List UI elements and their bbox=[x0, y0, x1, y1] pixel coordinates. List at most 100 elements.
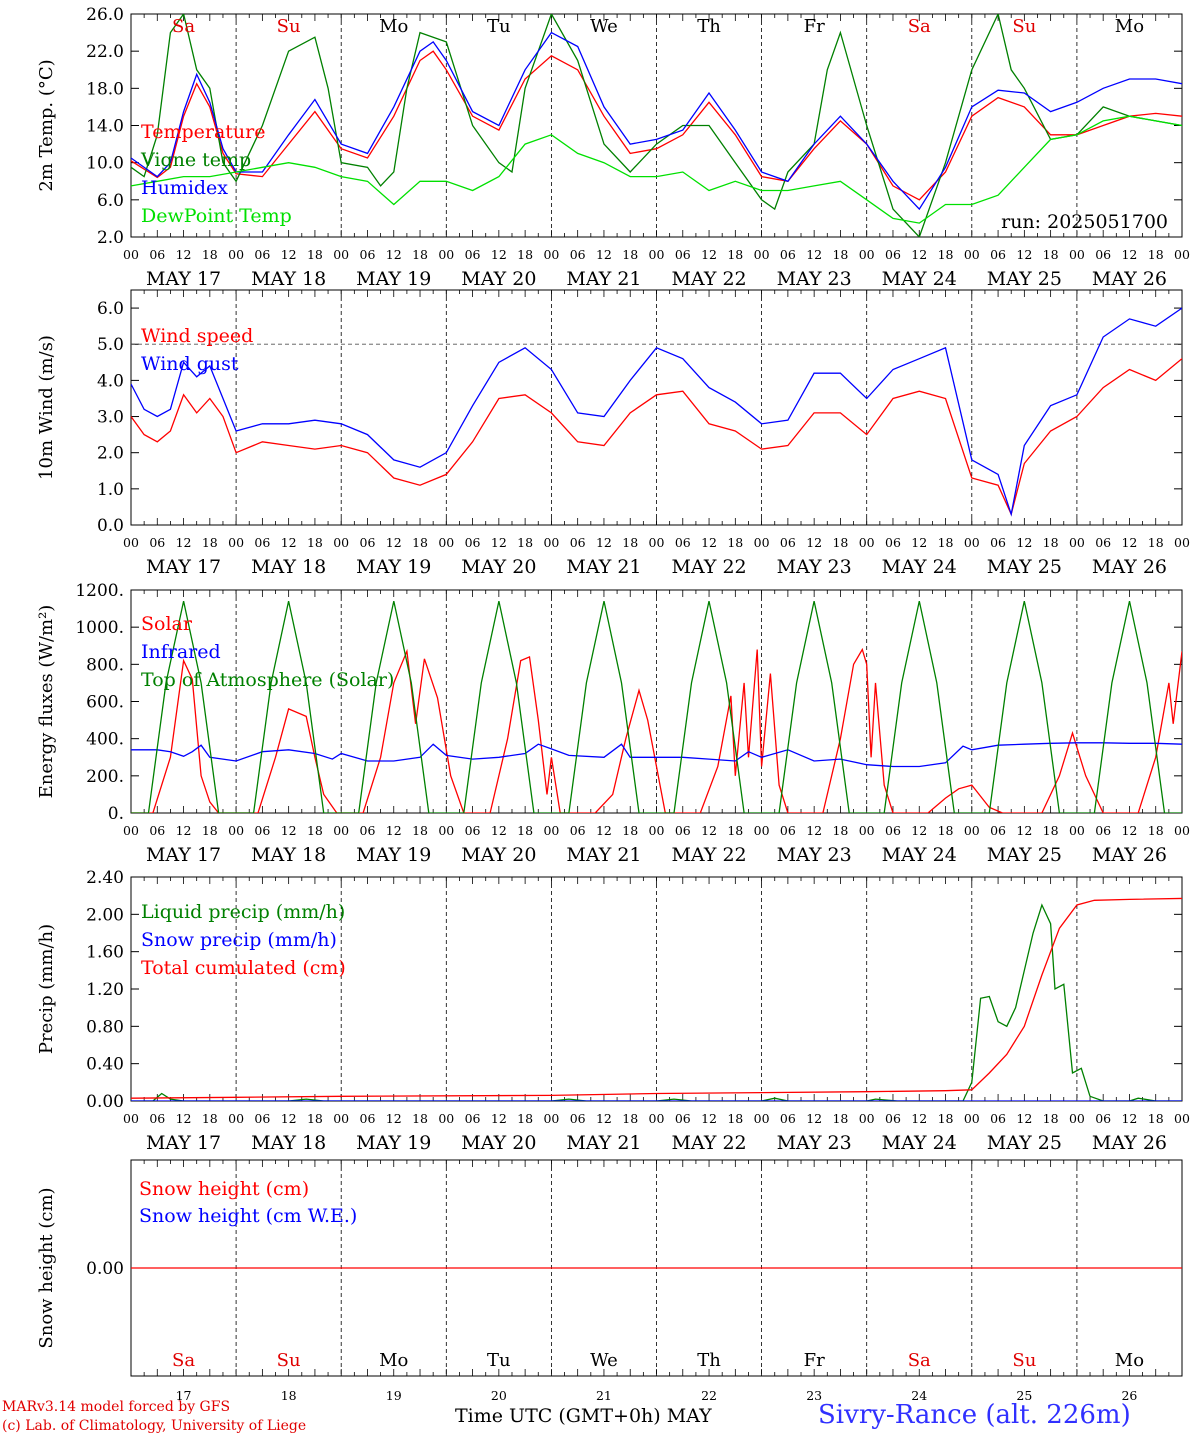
hour-tick-label: 06 bbox=[675, 247, 691, 262]
hour-tick-label: 12 bbox=[281, 247, 297, 262]
hour-tick-label: 00 bbox=[649, 535, 665, 550]
hour-tick-label: 00 bbox=[333, 1111, 349, 1126]
weekday-label: We bbox=[590, 16, 618, 37]
weekday-label: Mo bbox=[1115, 1350, 1144, 1371]
hour-tick-label: 06 bbox=[465, 1111, 481, 1126]
hour-tick-label: 06 bbox=[780, 247, 796, 262]
hour-tick-label: 12 bbox=[701, 1111, 717, 1126]
hour-tick-label: 18 bbox=[727, 535, 743, 550]
legend-entry: Total cumulated (cm) bbox=[141, 957, 346, 979]
hour-tick-label: 18 bbox=[1148, 1111, 1164, 1126]
day-number-label: 21 bbox=[596, 1388, 612, 1400]
hour-tick-label: 00 bbox=[859, 535, 875, 550]
series-line-vigne-temp bbox=[131, 14, 1182, 237]
hour-tick-label: 18 bbox=[832, 1111, 848, 1126]
date-label: MAY 22 bbox=[671, 556, 746, 578]
y-tick-label: 200. bbox=[86, 767, 124, 787]
hour-tick-label: 18 bbox=[517, 823, 533, 838]
hour-tick-label: 18 bbox=[938, 247, 954, 262]
date-label: MAY 19 bbox=[356, 844, 431, 866]
hour-tick-label: 12 bbox=[806, 823, 822, 838]
hour-tick-label: 06 bbox=[1095, 823, 1111, 838]
series-line-top-of-atmosphere-solar bbox=[131, 600, 1182, 813]
hour-tick-label: 12 bbox=[386, 535, 402, 550]
y-tick-label: 400. bbox=[86, 730, 124, 750]
date-label: MAY 26 bbox=[1092, 844, 1167, 866]
hour-tick-label: 06 bbox=[254, 823, 270, 838]
hour-tick-label: 06 bbox=[570, 1111, 586, 1126]
hour-tick-label: 06 bbox=[360, 823, 376, 838]
hour-tick-label: 06 bbox=[465, 247, 481, 262]
hour-tick-label: 12 bbox=[596, 247, 612, 262]
date-label: MAY 18 bbox=[251, 268, 326, 290]
hour-tick-label: 06 bbox=[465, 535, 481, 550]
hour-tick-label: 12 bbox=[281, 1111, 297, 1126]
series-line-wind-gust bbox=[131, 307, 1182, 517]
y-tick-label: 0.00 bbox=[86, 1259, 124, 1279]
hour-tick-label: 00 bbox=[1069, 823, 1085, 838]
hour-tick-label: 00 bbox=[964, 247, 980, 262]
hour-tick-label: 18 bbox=[307, 1111, 323, 1126]
hour-tick-label: 18 bbox=[832, 247, 848, 262]
x-axis-label: Time UTC (GMT+0h) bbox=[455, 1405, 661, 1427]
series-line-humidex bbox=[131, 31, 1182, 211]
legend-entry: Infrared bbox=[141, 641, 221, 663]
hour-tick-label: 06 bbox=[360, 1111, 376, 1126]
hour-tick-label: 12 bbox=[176, 1111, 192, 1126]
date-label: MAY 25 bbox=[987, 844, 1062, 866]
y-tick-label: 2.40 bbox=[86, 868, 124, 888]
hour-tick-label: 12 bbox=[491, 247, 507, 262]
hour-tick-label: 06 bbox=[990, 1111, 1006, 1126]
hour-tick-label: 06 bbox=[675, 823, 691, 838]
weekday-label: Su bbox=[1012, 1350, 1036, 1371]
hour-tick-label: 06 bbox=[465, 823, 481, 838]
legend-entry: Humidex bbox=[141, 177, 228, 199]
hour-tick-label: 06 bbox=[149, 535, 165, 550]
series-line-dewpoint-temp bbox=[131, 115, 1182, 224]
weekday-label: Su bbox=[1012, 16, 1036, 37]
date-label: MAY 23 bbox=[777, 844, 852, 866]
hour-tick-label: 18 bbox=[412, 535, 428, 550]
hour-tick-label: 18 bbox=[622, 823, 638, 838]
hour-tick-label: 06 bbox=[149, 823, 165, 838]
hour-tick-label: 06 bbox=[990, 247, 1006, 262]
hour-tick-label: 12 bbox=[281, 823, 297, 838]
model-label: MARv3.14 model forced by GFS bbox=[2, 1399, 231, 1415]
y-tick-label: 18.0 bbox=[86, 79, 124, 99]
series-line-solar bbox=[131, 647, 1182, 813]
hour-tick-label: 18 bbox=[202, 823, 218, 838]
hour-tick-label: 12 bbox=[911, 247, 927, 262]
hour-tick-label: 12 bbox=[806, 535, 822, 550]
hour-tick-label: 00 bbox=[649, 247, 665, 262]
date-label: MAY 23 bbox=[777, 1132, 852, 1154]
hour-tick-label: 18 bbox=[1148, 247, 1164, 262]
series-line-liquid-precip-mm-h bbox=[131, 903, 1182, 1101]
hour-tick-label: 06 bbox=[780, 823, 796, 838]
hour-tick-label: 18 bbox=[727, 247, 743, 262]
hour-tick-label: 00 bbox=[859, 1111, 875, 1126]
date-label: MAY 24 bbox=[882, 268, 957, 290]
legend-entry: Wind gust bbox=[141, 353, 239, 375]
date-label: MAY 24 bbox=[882, 844, 957, 866]
hour-tick-label: 18 bbox=[517, 1111, 533, 1126]
legend-entry: DewPoint Temp bbox=[141, 205, 292, 227]
hour-tick-label: 12 bbox=[701, 247, 717, 262]
hour-tick-label: 18 bbox=[622, 1111, 638, 1126]
weekday-label: Fr bbox=[804, 16, 825, 37]
date-label: MAY 25 bbox=[987, 1132, 1062, 1154]
date-label: MAY 19 bbox=[356, 556, 431, 578]
hour-tick-label: 00 bbox=[964, 535, 980, 550]
date-label: MAY 21 bbox=[566, 268, 641, 290]
panel-precip: 0.00 0.40 0.80 1.20 1.60 2.00 2.40 Precip (mm/h… bbox=[36, 868, 1190, 1154]
legend-entry: Liquid precip (mm/h) bbox=[141, 901, 345, 923]
hour-tick-label: 00 bbox=[1069, 247, 1085, 262]
hour-tick-label: 06 bbox=[254, 535, 270, 550]
legend-entry: Top of Atmosphere (Solar) bbox=[141, 669, 394, 691]
date-label: MAY 22 bbox=[671, 268, 746, 290]
meteogram: 2.0 6.0 10.0 14.0 18.0 22.0 26.0 2m Temp. (°C) T… bbox=[36, 5, 1190, 1403]
hour-tick-label: 06 bbox=[885, 247, 901, 262]
y-tick-label: 800. bbox=[86, 655, 124, 675]
hour-tick-label: 12 bbox=[281, 535, 297, 550]
hour-tick-label: 18 bbox=[307, 247, 323, 262]
y-axis-label: Precip (mm/h) bbox=[36, 924, 57, 1054]
